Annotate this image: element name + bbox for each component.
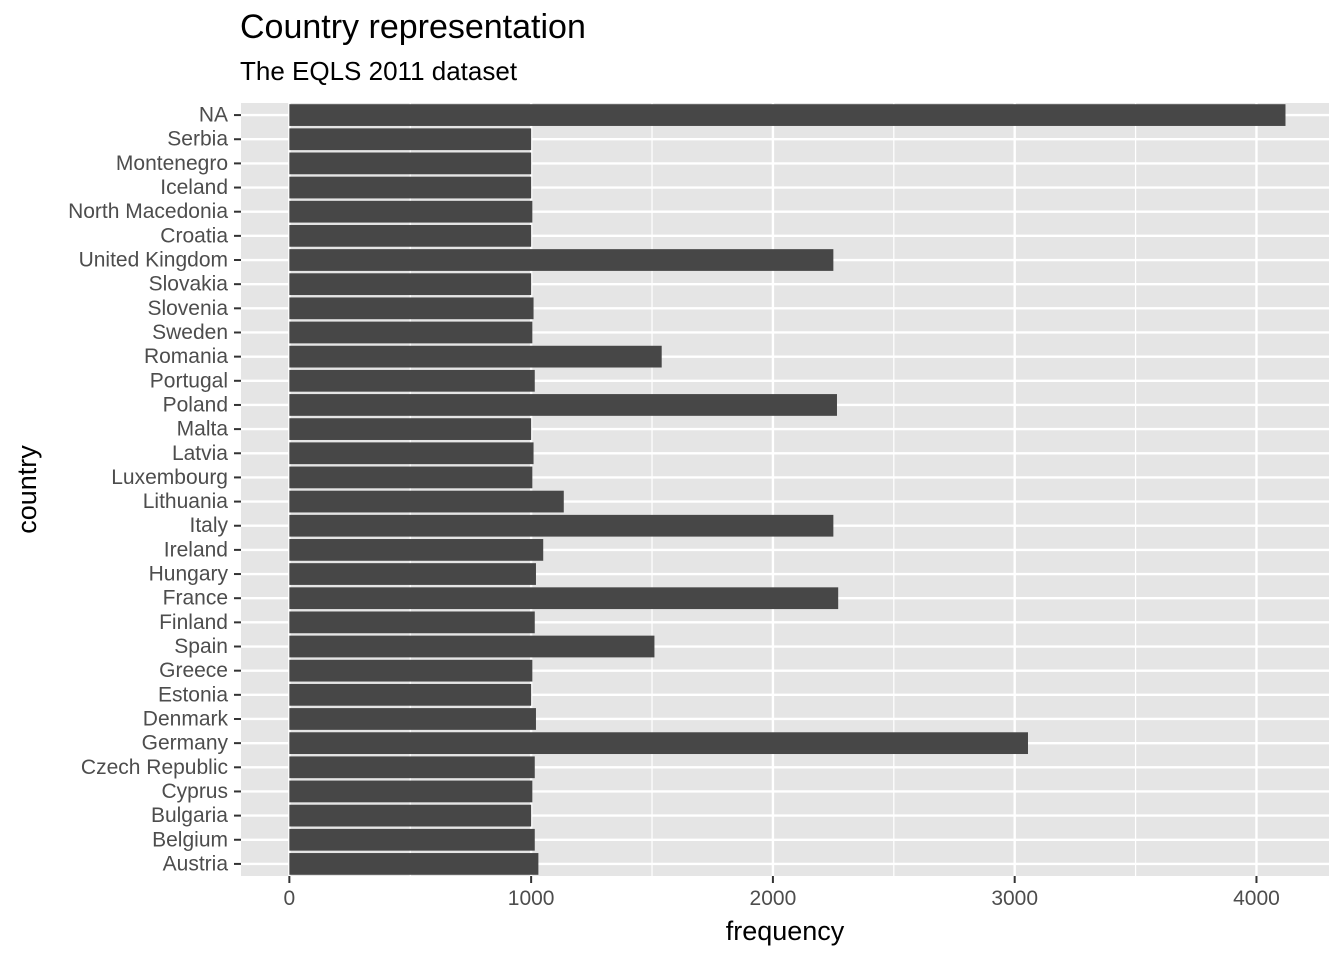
bar-na: [289, 104, 1286, 126]
y-tick-label: Belgium: [152, 828, 228, 851]
y-tick-label: Lithuania: [143, 490, 229, 513]
y-tick-label: Germany: [142, 732, 229, 755]
y-tick-label: Sweden: [152, 321, 228, 344]
bar-montenegro: [289, 152, 532, 175]
y-tick-label: Estonia: [158, 683, 228, 706]
bar-ireland: [289, 539, 544, 561]
bar-malta: [289, 418, 532, 440]
y-tick-label: Greece: [159, 659, 228, 682]
bar-greece: [289, 659, 533, 682]
bar-croatia: [289, 224, 532, 247]
chart-subtitle: The EQLS 2011 dataset: [240, 56, 518, 86]
y-tick-label: Latvia: [172, 442, 228, 465]
y-tick-label: Romania: [144, 345, 228, 368]
y-tick-label: Ireland: [164, 538, 228, 561]
bar-denmark: [289, 708, 536, 730]
bar-poland: [289, 394, 837, 416]
x-axis: 0 1000 2000 3000 4000: [284, 876, 1280, 910]
x-tick-label: 4000: [1233, 887, 1280, 910]
x-axis-title: frequency: [726, 916, 845, 946]
bar-slovakia: [289, 273, 532, 296]
bar-spain: [289, 635, 655, 658]
x-tick-label: 0: [284, 887, 296, 910]
bar-portugal: [289, 369, 535, 392]
x-tick-label: 3000: [991, 887, 1038, 910]
bar-serbia: [289, 128, 532, 151]
bar-finland: [289, 611, 535, 634]
bar-hungary: [289, 563, 536, 585]
bar-luxembourg: [289, 466, 533, 489]
x-tick-label: 1000: [508, 887, 555, 910]
bar-belgium: [289, 828, 535, 851]
y-tick-label: Czech Republic: [81, 756, 228, 779]
y-axis-title: country: [12, 445, 42, 534]
bar-united-kingdom: [289, 249, 834, 271]
y-tick-label: Serbia: [167, 128, 228, 151]
y-tick-label: Finland: [159, 611, 228, 634]
y-tick-label: NA: [199, 104, 228, 127]
bar-cyprus: [289, 780, 533, 803]
x-tick-label: 2000: [750, 887, 797, 910]
y-tick-label: Poland: [163, 393, 228, 416]
y-tick-label: Croatia: [160, 224, 228, 247]
bar-sweden: [289, 321, 533, 344]
y-tick-label: Denmark: [143, 707, 229, 730]
bars: [289, 104, 1286, 875]
bar-italy: [289, 514, 834, 537]
y-tick-label: Luxembourg: [111, 466, 228, 489]
y-tick-label: Slovenia: [147, 297, 228, 320]
bar-romania: [289, 345, 662, 368]
bar-estonia: [289, 683, 532, 706]
y-tick-label: Malta: [177, 418, 229, 441]
y-tick-label: United Kingdom: [79, 249, 228, 272]
bar-bulgaria: [289, 804, 532, 827]
y-tick-label: Cyprus: [161, 780, 228, 803]
bar-france: [289, 587, 839, 610]
y-tick-label: Montenegro: [116, 152, 228, 175]
bar-iceland: [289, 176, 532, 199]
y-tick-label: Iceland: [160, 176, 228, 199]
y-tick-label: Spain: [174, 635, 228, 658]
chart-title: Country representation: [240, 8, 586, 46]
y-tick-label: Italy: [189, 514, 228, 537]
y-tick-label: France: [163, 587, 228, 610]
y-tick-label: Hungary: [149, 563, 229, 586]
bar-slovenia: [289, 297, 534, 320]
bar-north-macedonia: [289, 200, 533, 223]
bar-germany: [289, 732, 1028, 755]
y-tick-label: Slovakia: [149, 273, 229, 296]
bar-lithuania: [289, 490, 564, 513]
y-tick-label: Bulgaria: [151, 804, 228, 827]
bar-czech-republic: [289, 756, 535, 779]
y-tick-label: Portugal: [150, 369, 228, 392]
y-tick-label: Austria: [163, 852, 229, 875]
bar-latvia: [289, 442, 534, 465]
bar-austria: [289, 853, 539, 875]
y-tick-label: North Macedonia: [68, 200, 228, 223]
